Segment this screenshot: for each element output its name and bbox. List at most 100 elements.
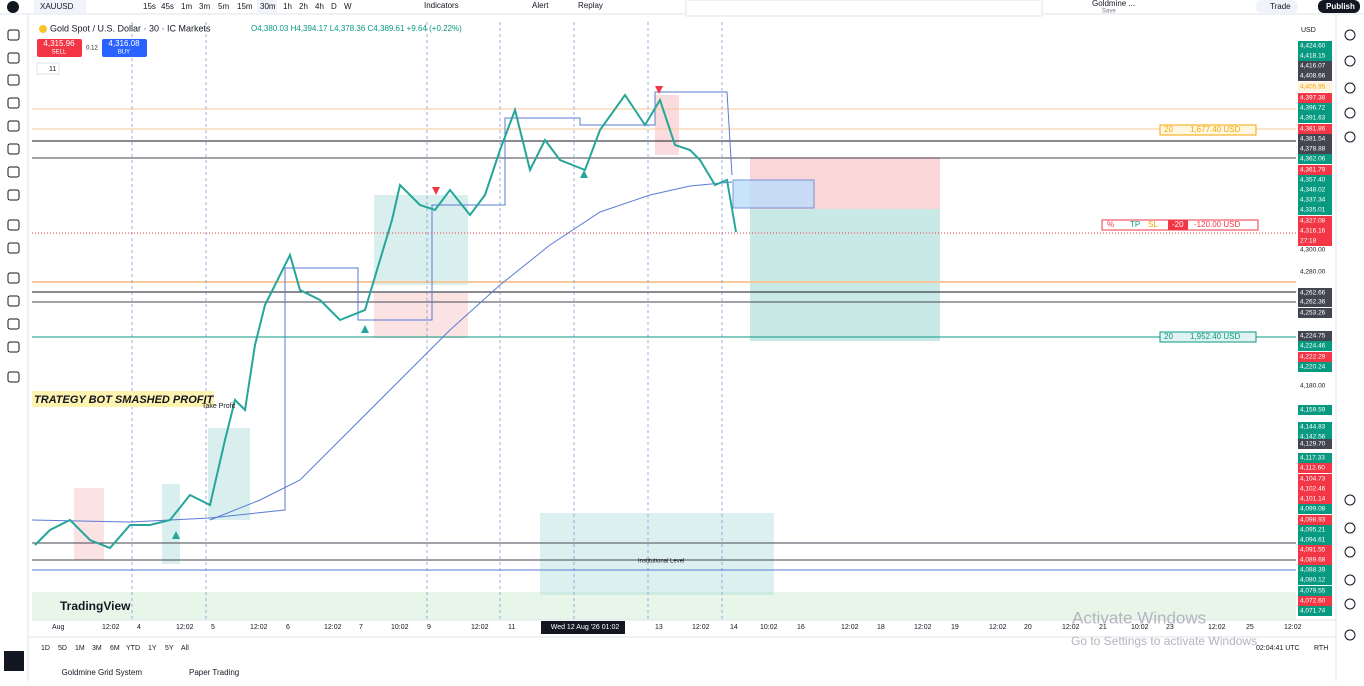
tool-icon[interactable]: [7, 341, 20, 353]
sl-amount[interactable]: 1,952.40 USD: [1190, 332, 1240, 341]
take-profit: Take Profit: [202, 403, 235, 410]
spread: 0.12: [86, 46, 98, 52]
interval[interactable]: 5m: [218, 2, 229, 11]
sidebar-icon[interactable]: [1344, 546, 1356, 558]
layout-name[interactable]: Goldmine ...: [1092, 0, 1135, 8]
alert[interactable]: Alert: [532, 1, 549, 10]
tool-icon[interactable]: [4, 651, 24, 671]
tool-icon[interactable]: [7, 120, 20, 132]
tool-icon[interactable]: [7, 189, 20, 201]
sidebar-icon[interactable]: [1344, 494, 1356, 506]
price-label: 4,071.74: [1300, 608, 1326, 615]
replay[interactable]: Replay: [578, 1, 603, 10]
crosshair-time-bg: [541, 621, 625, 634]
time-label: 12:02: [471, 624, 489, 631]
tool-icon[interactable]: [7, 166, 20, 178]
interval[interactable]: 1h: [283, 2, 292, 11]
price-label: 4,224.75: [1300, 333, 1326, 340]
interval[interactable]: 2h: [299, 2, 308, 11]
buy-btn[interactable]: [102, 39, 147, 57]
sell-price[interactable]: 4,315.96: [43, 39, 75, 48]
tp-order[interactable]: [1159, 124, 1257, 136]
interval[interactable]: D: [331, 2, 337, 11]
time-label: 4: [137, 624, 141, 631]
range[interactable]: 1D: [41, 645, 50, 652]
sl-btn[interactable]: SL: [1148, 220, 1158, 229]
interval[interactable]: 4h: [315, 2, 324, 11]
tool-icon[interactable]: [7, 29, 20, 41]
tp-amount[interactable]: 1,677.40 USD: [1190, 125, 1240, 134]
sidebar-icon[interactable]: [1344, 629, 1356, 641]
interval[interactable]: 45s: [161, 2, 174, 11]
tool-icon[interactable]: [7, 52, 20, 64]
tp-btn[interactable]: TP: [1130, 220, 1140, 229]
interval[interactable]: 15s: [143, 2, 156, 11]
pos-qty[interactable]: -20: [1172, 220, 1184, 229]
trade[interactable]: Trade: [1270, 2, 1291, 11]
count[interactable]: 11: [49, 66, 56, 73]
price-label-bg: [1298, 362, 1332, 372]
tool-icon[interactable]: [7, 74, 20, 86]
sl-order[interactable]: [1159, 331, 1257, 343]
tool-icon[interactable]: [7, 97, 20, 109]
publish[interactable]: Publish: [1326, 2, 1355, 11]
tool-icon[interactable]: [7, 272, 20, 284]
tool-icon[interactable]: [7, 295, 20, 307]
sidebar-icon[interactable]: [1344, 598, 1356, 610]
price-label: 4,381.54: [1300, 136, 1326, 143]
publish-btn[interactable]: [1318, 0, 1360, 13]
tool-icon[interactable]: [7, 143, 20, 155]
sidebar-icon[interactable]: [1344, 574, 1356, 586]
sidebar-icon[interactable]: [1344, 29, 1356, 41]
price-label: 4,117.33: [1300, 455, 1325, 462]
sidebar-icon[interactable]: [1344, 82, 1356, 94]
sell-btn[interactable]: [37, 39, 82, 57]
range[interactable]: 5Y: [165, 645, 174, 652]
moving-average: [209, 181, 733, 521]
symbol-box[interactable]: [34, 0, 86, 13]
tool-icon[interactable]: [7, 219, 20, 231]
interval[interactable]: 3m: [199, 2, 210, 11]
grid-system[interactable]: Goldmine Grid System: [62, 668, 143, 677]
price-label-bg: [1298, 606, 1332, 616]
indicators[interactable]: Indicators: [424, 1, 459, 10]
range[interactable]: 1Y: [148, 645, 157, 652]
paper-trading[interactable]: Paper Trading: [189, 668, 239, 677]
price-label: 4,262.36: [1300, 299, 1326, 306]
sell[interactable]: SELL: [52, 50, 67, 56]
interval[interactable]: 30m: [260, 2, 276, 11]
tp-qty[interactable]: 20: [1164, 125, 1173, 134]
sidebar-icon[interactable]: [1344, 522, 1356, 534]
range[interactable]: 1M: [75, 645, 85, 652]
pct[interactable]: %: [1107, 220, 1114, 229]
price-label: 4,405.95: [1300, 84, 1326, 91]
range[interactable]: YTD: [126, 645, 140, 652]
interval[interactable]: 1m: [181, 2, 192, 11]
tool-icon[interactable]: [7, 318, 20, 330]
interval[interactable]: 15m: [237, 2, 253, 11]
range[interactable]: All: [181, 645, 189, 652]
sl-qty[interactable]: 20: [1164, 332, 1173, 341]
buy-price[interactable]: 4,316.08: [108, 39, 140, 48]
tool-icon[interactable]: [7, 371, 20, 383]
sidebar-icon[interactable]: [1344, 131, 1356, 143]
buy[interactable]: BUY: [118, 50, 130, 56]
count-box[interactable]: [36, 62, 60, 75]
currency[interactable]: USD: [1301, 27, 1316, 34]
range[interactable]: 6M: [110, 645, 120, 652]
price-label: 4,142.56: [1300, 434, 1326, 441]
symbol[interactable]: XAUUSD: [40, 2, 74, 11]
session[interactable]: RTH: [1314, 645, 1328, 652]
avatar[interactable]: [7, 1, 19, 13]
save[interactable]: Save: [1102, 9, 1116, 15]
interval[interactable]: W: [344, 2, 352, 11]
range[interactable]: 5D: [58, 645, 67, 652]
trade-btn[interactable]: [1256, 0, 1298, 13]
pos-pl[interactable]: -120.00 USD: [1194, 220, 1240, 229]
sidebar-icon[interactable]: [1344, 55, 1356, 67]
tool-icon[interactable]: [7, 242, 20, 254]
sidebar-icon[interactable]: [1344, 107, 1356, 119]
time-label: 12:02: [324, 624, 342, 631]
range[interactable]: 3M: [92, 645, 102, 652]
time-label: 20: [1024, 624, 1032, 631]
